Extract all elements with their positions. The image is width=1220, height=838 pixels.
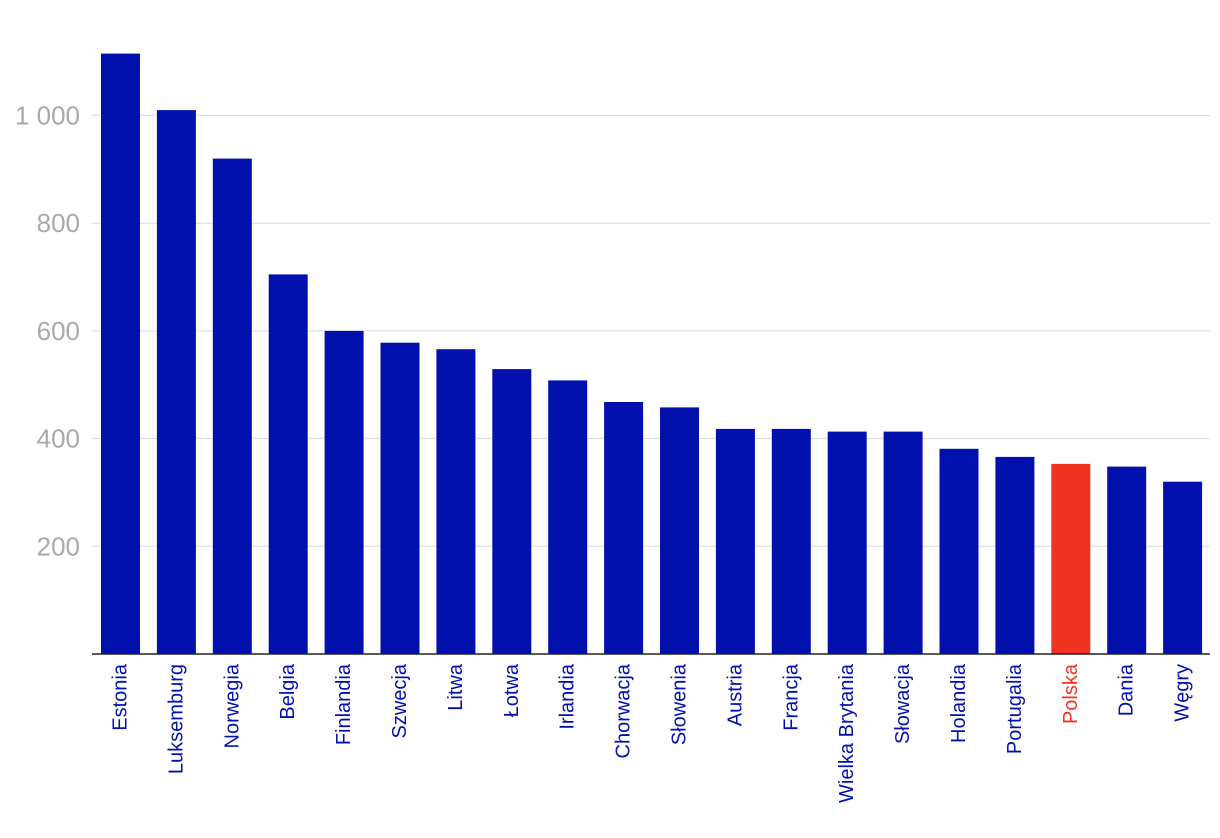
bar-holandia <box>939 448 979 654</box>
bar-portugalia <box>995 456 1035 654</box>
x-axis-ticks: Estonia Luksemburg Norwegia Belgia Finlandia… <box>110 663 1194 803</box>
y-tick-label: 1 000 <box>15 101 80 131</box>
bar-austria <box>715 428 755 654</box>
bar-łotwa <box>492 369 532 654</box>
x-tick-label: Portugalia <box>1004 663 1026 754</box>
bar-słowacja <box>883 431 923 654</box>
x-tick-label: Dania <box>1116 663 1138 716</box>
y-tick-label: 400 <box>37 424 80 454</box>
x-tick-label: Austria <box>724 663 746 726</box>
bar-wielka-brytania <box>827 431 867 654</box>
x-tick-label: Luksemburg <box>165 664 187 774</box>
x-tick-label: Irlandia <box>557 663 579 729</box>
bar-słowenia <box>660 407 699 654</box>
bar-chorwacja <box>604 402 644 654</box>
bar-węgry <box>1163 481 1203 654</box>
bar-norwegia <box>212 158 252 654</box>
x-tick-label: Wielka Brytania <box>836 663 858 803</box>
y-tick-label: 200 <box>37 531 80 561</box>
x-tick-label: Belgia <box>277 663 299 719</box>
y-tick-label: 800 <box>37 208 80 238</box>
bar-luksemburg <box>156 110 196 655</box>
bar-irlandia <box>548 380 588 654</box>
x-tick-label: Węgry <box>1172 664 1194 722</box>
gridlines <box>92 115 1210 547</box>
bar-litwa <box>436 349 476 654</box>
x-tick-label: Norwegia <box>221 663 243 748</box>
bar-finlandia <box>324 330 364 654</box>
x-tick-label: Francja <box>780 663 802 731</box>
x-tick-label: Polska <box>1060 663 1082 724</box>
bar-szwecja <box>380 342 420 654</box>
x-tick-label: Estonia <box>110 663 132 731</box>
bar-estonia <box>101 53 140 655</box>
bar-dania <box>1107 466 1147 654</box>
bars <box>101 53 1203 655</box>
x-tick-label: Słowenia <box>669 663 691 745</box>
x-tick-label: Chorwacja <box>613 663 635 758</box>
bar-polska <box>1051 463 1091 654</box>
bar-belgia <box>268 274 308 654</box>
x-tick-label: Finlandia <box>333 663 355 745</box>
x-tick-label: Słowacja <box>892 663 914 744</box>
bar-francja <box>771 428 811 654</box>
x-tick-label: Holandia <box>948 663 970 743</box>
y-tick-label: 600 <box>37 316 80 346</box>
x-tick-label: Łotwa <box>501 663 523 717</box>
y-axis-ticks: 200 400 600 800 1 000 <box>15 101 80 562</box>
x-tick-label: Szwecja <box>389 663 411 738</box>
x-tick-label: Litwa <box>445 663 467 711</box>
